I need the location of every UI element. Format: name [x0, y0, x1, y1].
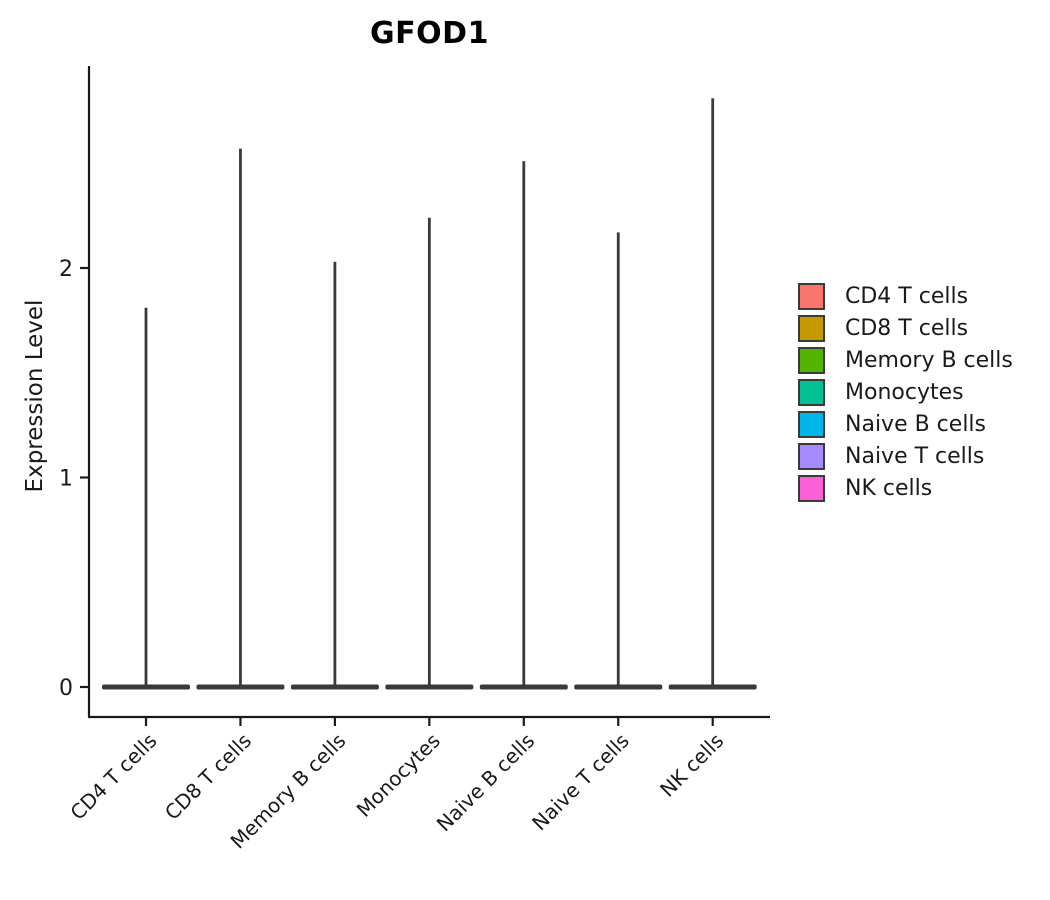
x-tick-label-monocytes: Monocytes [352, 729, 445, 822]
legend-label: CD4 T cells [845, 284, 969, 309]
y-tick-label: 1 [59, 467, 73, 492]
legend-label: Naive B cells [845, 412, 987, 437]
x-tick-label-naive-t-cells: Naive T cells [527, 729, 634, 836]
legend-item-nk-cells: NK cells [798, 475, 1013, 502]
legend-color-swatch [798, 379, 825, 406]
legend-color-swatch [798, 411, 825, 438]
legend-color-swatch [798, 443, 825, 470]
legend-item-naive-t-cells: Naive T cells [798, 443, 1013, 470]
legend-item-monocytes: Monocytes [798, 379, 1013, 406]
legend-label: Memory B cells [845, 348, 1013, 373]
legend-label: NK cells [845, 476, 933, 501]
legend-color-swatch [798, 283, 825, 310]
legend: CD4 T cells CD8 T cells Memory B cells Mono… [798, 283, 1013, 502]
legend-color-swatch [798, 315, 825, 342]
legend-item-naive-b-cells: Naive B cells [798, 411, 1013, 438]
legend-color-swatch [798, 347, 825, 374]
y-tick-label: 0 [59, 676, 73, 701]
legend-item-cd4-t-cells: CD4 T cells [798, 283, 1013, 310]
legend-item-cd8-t-cells: CD8 T cells [798, 315, 1013, 342]
y-tick-label: 2 [59, 257, 73, 282]
x-tick-label-naive-b-cells: Naive B cells [432, 729, 540, 837]
x-tick-label-nk-cells: NK cells [655, 729, 728, 802]
x-tick-label-cd4-t-cells: CD4 T cells [65, 729, 161, 825]
legend-label: CD8 T cells [845, 316, 969, 341]
chart-title: GFOD1 [370, 16, 489, 51]
x-tick-label-cd8-t-cells: CD8 T cells [160, 729, 256, 825]
legend-label: Monocytes [845, 380, 964, 405]
legend-color-swatch [798, 475, 825, 502]
legend-label: Naive T cells [845, 444, 985, 469]
legend-item-memory-b-cells: Memory B cells [798, 347, 1013, 374]
